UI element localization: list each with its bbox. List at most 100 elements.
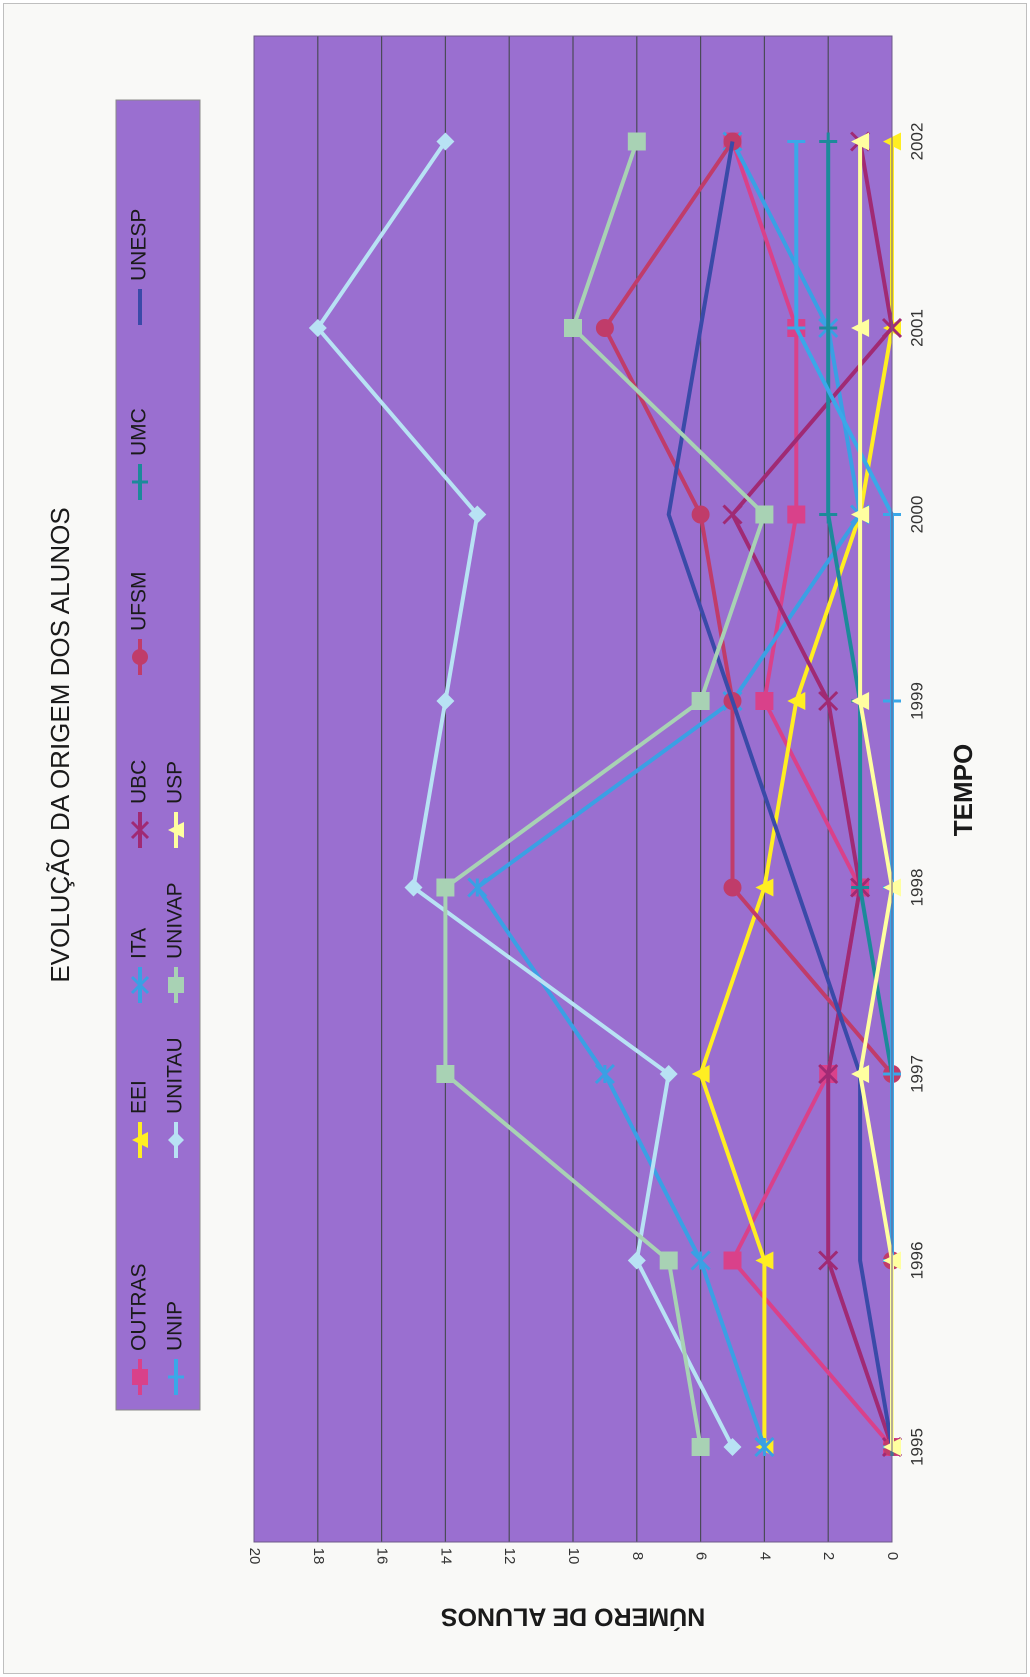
point-unitau: [436, 692, 455, 710]
point-unitau-shape: [436, 692, 455, 710]
point-univap: [691, 1438, 710, 1456]
legend-marker-usp: [168, 822, 184, 838]
x-tick-label: 1996: [907, 1242, 926, 1280]
x-tick-label: 1995: [907, 1428, 926, 1466]
plot-border: [253, 35, 893, 1543]
legend-label-univap: UNIVAP: [164, 882, 187, 959]
x-tick-label: 2001: [907, 309, 926, 347]
point-unitau-shape: [404, 878, 423, 897]
legend-entry-unesp: UNESP: [128, 209, 151, 325]
legend-entry-unip: UNIP: [164, 1301, 187, 1395]
point-eei: [755, 878, 774, 897]
point-ita: [594, 1063, 615, 1085]
point-univap-shape: [436, 878, 455, 897]
point-unitau: [404, 878, 423, 897]
point-univap-shape: [627, 132, 646, 151]
x-tick-label: 1999: [907, 682, 926, 720]
point-eei-shape: [691, 1065, 710, 1083]
chart-root: 0 2 4 6 8 10 12 14 16 18 20 1995 1996 1997 1998 1999 20…: [45, 35, 978, 1632]
y-tick-label: 16: [374, 1548, 391, 1565]
legend-entry-ita: ITA: [128, 928, 151, 1003]
point-ubc: [818, 690, 839, 712]
point-ubc-shape: [818, 1063, 839, 1085]
point-umc: [819, 505, 838, 524]
legend-marker-outras-shape: [132, 1369, 148, 1385]
legend-label-usp: USP: [164, 761, 187, 804]
legend-marker-usp-shape: [168, 822, 184, 838]
point-umc: [819, 319, 838, 337]
y-tick-label: 14: [437, 1548, 454, 1565]
legend-marker-eei-shape: [132, 1132, 148, 1148]
point-ufsm-shape: [723, 878, 742, 897]
point-umc: [851, 878, 870, 897]
x-tick-label: 2000: [907, 496, 926, 534]
point-usp: [851, 692, 870, 710]
series-line-unitau: [315, 140, 735, 1448]
chart-title: EVOLUÇÃO DA ORIGEM DOS ALUNOS: [45, 507, 75, 982]
legend-box: [115, 99, 201, 1411]
point-unitau-shape: [308, 319, 327, 337]
point-usp: [851, 132, 870, 151]
point-outras-shape: [723, 1251, 742, 1270]
legend-label-umc: UMC: [128, 408, 151, 456]
x-tick-labels: 1995 1996 1997 1998 1999 2000 2001 2002: [907, 123, 926, 1466]
point-univap: [564, 319, 582, 337]
point-unitau: [659, 1065, 678, 1083]
point-ufsm: [691, 505, 710, 524]
series-line-usp: [858, 141, 894, 1447]
y-axis-label: NÚMERO DE ALUNOS: [441, 1602, 705, 1632]
point-ubc-shape: [818, 1250, 839, 1271]
point-ubc-shape: [818, 690, 839, 712]
y-tick-labels: 0 2 4 6 8 10 12 14 16 18 20: [246, 1548, 901, 1565]
point-outras-shape: [755, 692, 774, 710]
point-ubc: [818, 1063, 839, 1085]
y-tick-label: 2: [820, 1552, 837, 1560]
point-univap-shape: [691, 1438, 710, 1456]
point-unitau: [723, 1438, 742, 1456]
y-tick-label: 0: [884, 1552, 901, 1560]
series-line-univap: [443, 140, 767, 1448]
legend-marker-outras: [132, 1369, 148, 1385]
legend-entry-univap: UNIVAP: [164, 882, 187, 1003]
point-univap-shape: [691, 692, 710, 710]
point-ubc-shape: [722, 504, 743, 525]
point-eei: [755, 1251, 774, 1270]
point-eei: [787, 692, 806, 710]
x-tick-label: 1998: [907, 869, 926, 907]
legend-entry-umc: UMC: [128, 408, 151, 500]
y-tick-label: 10: [565, 1548, 582, 1565]
legend-marker-umc: [132, 474, 148, 490]
point-ita: [754, 1436, 775, 1458]
legend-marker-unitau-shape: [168, 1132, 184, 1148]
point-unitau: [627, 1251, 646, 1270]
legend-label-unesp: UNESP: [128, 209, 151, 281]
y-tick-label: 20: [246, 1548, 263, 1565]
point-usp-shape: [851, 692, 870, 710]
legend-entry-ufsm: UFSM: [128, 572, 151, 675]
point-univap-shape: [436, 1065, 455, 1083]
series-univap: [436, 132, 774, 1456]
series-line-outras: [730, 140, 894, 1449]
series-unesp: [666, 141, 894, 1448]
point-univap-shape: [564, 319, 582, 337]
point-unitau: [308, 319, 327, 337]
legend-label-eei: EEI: [128, 1080, 151, 1114]
point-unitau-shape: [723, 1438, 742, 1456]
point-univap: [627, 132, 646, 151]
point-usp: [851, 319, 870, 337]
point-ufsm: [595, 319, 614, 337]
legend-entry-outras: OUTRAS: [128, 1263, 151, 1395]
legend-label-unitau: UNITAU: [164, 1037, 187, 1114]
y-tick-label: 6: [693, 1552, 710, 1560]
legend-marker-ubc-shape: [130, 820, 150, 840]
legend-entry-usp: USP: [164, 761, 187, 848]
point-outras: [787, 505, 806, 524]
legend-marker-univap-shape: [168, 977, 184, 993]
y-tick-label: 8: [629, 1552, 646, 1560]
point-unitau-shape: [436, 132, 455, 151]
series-line-ubc: [730, 141, 894, 1448]
point-univap: [755, 505, 774, 524]
point-univap: [659, 1251, 678, 1270]
point-outras-shape: [787, 505, 806, 524]
